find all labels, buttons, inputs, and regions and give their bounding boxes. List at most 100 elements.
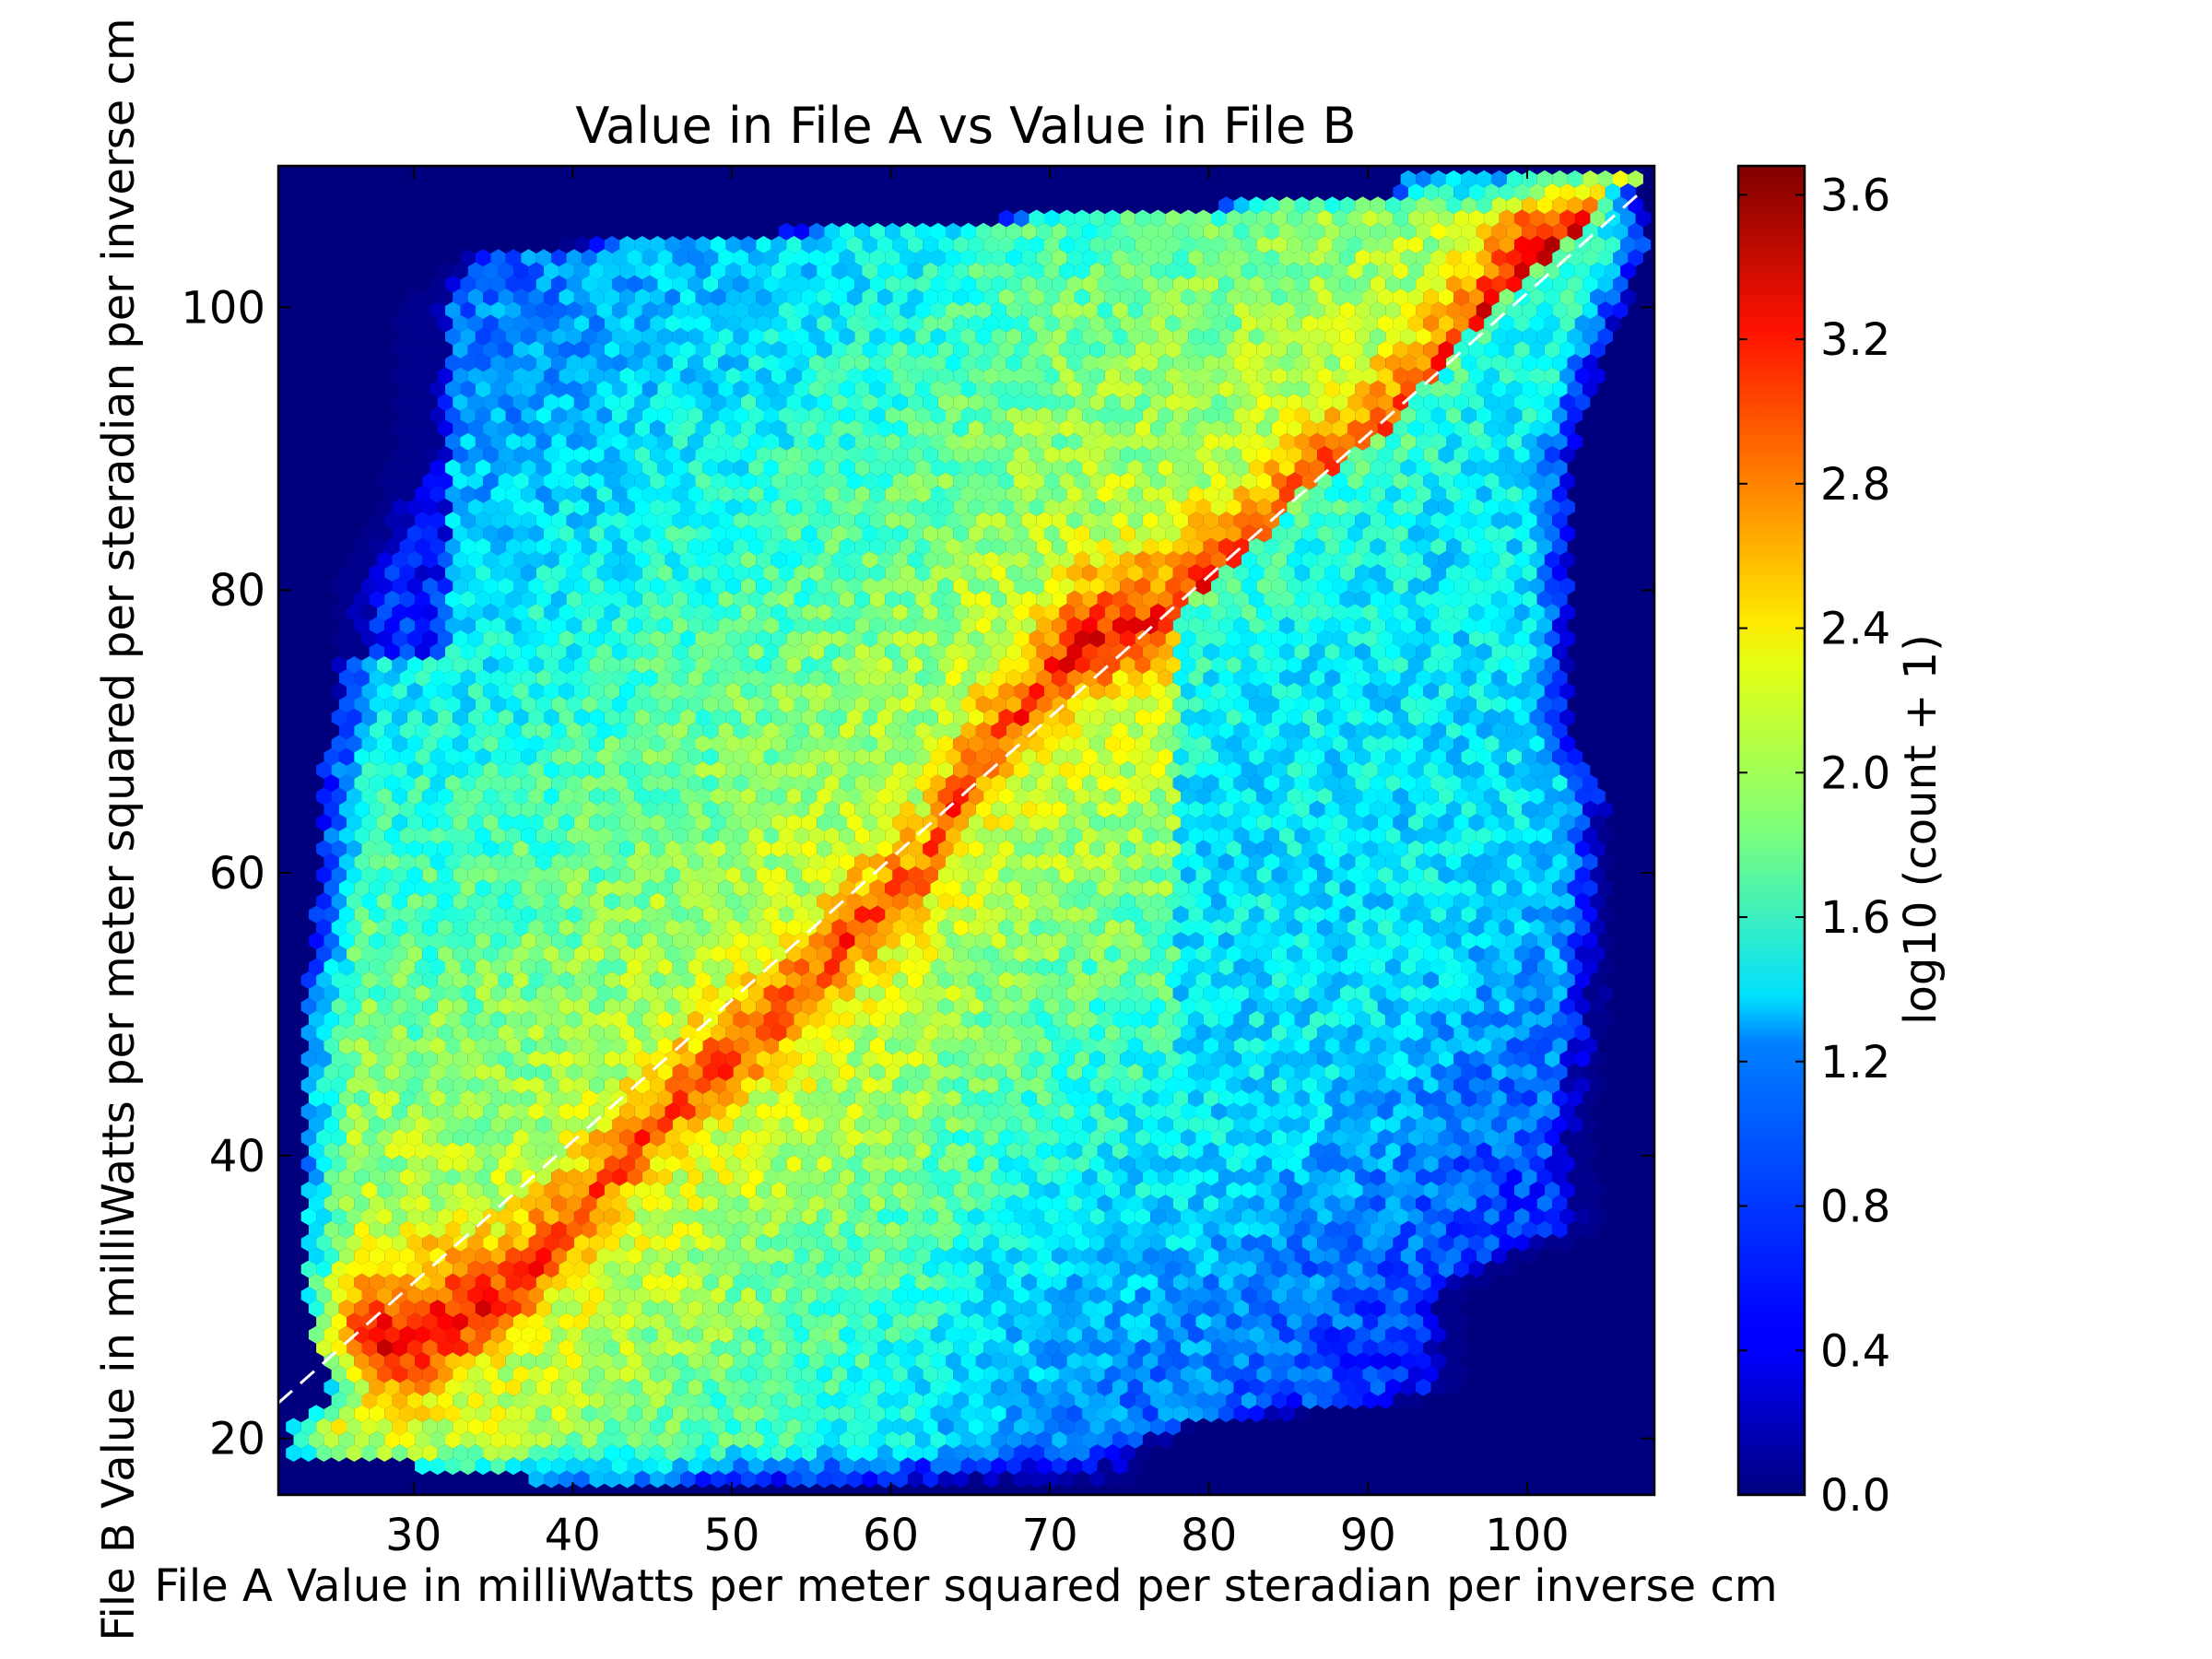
hexbin-cell bbox=[998, 367, 1014, 385]
hexbin-cell bbox=[596, 459, 612, 477]
hexbin-cell bbox=[983, 236, 999, 253]
hexbin-cell bbox=[361, 524, 377, 543]
hexbin-cell bbox=[680, 524, 696, 543]
hexbin-cell bbox=[862, 367, 877, 385]
hexbin-cell bbox=[453, 262, 468, 280]
hexbin-cell bbox=[953, 524, 969, 543]
hexbin-cell bbox=[1544, 524, 1560, 543]
hexbin-cell bbox=[771, 551, 787, 569]
hexbin-cell bbox=[627, 512, 642, 530]
hexbin-cell bbox=[1446, 537, 1462, 556]
hexbin-cell bbox=[907, 262, 924, 280]
hexbin-cell bbox=[1620, 262, 1636, 280]
hexbin-cell bbox=[695, 472, 711, 490]
hexbin-cell bbox=[847, 499, 863, 516]
hexbin-cell bbox=[1218, 485, 1234, 503]
hexbin-cell bbox=[748, 249, 764, 267]
hexbin-cell bbox=[1052, 354, 1067, 372]
hexbin-cell bbox=[1006, 564, 1022, 582]
hexbin-cell bbox=[1529, 367, 1545, 385]
hexbin-cell bbox=[1256, 394, 1272, 411]
hexbin-cell bbox=[551, 564, 567, 582]
hexbin-cell bbox=[960, 590, 976, 608]
hexbin-cell bbox=[1074, 288, 1090, 306]
hexbin-cell bbox=[885, 617, 900, 635]
hexbin-cell bbox=[415, 380, 430, 398]
hexbin-cell bbox=[1135, 446, 1151, 464]
hexbin-cell bbox=[1066, 485, 1083, 503]
hexbin-cell bbox=[740, 288, 757, 306]
hexbin-cell bbox=[566, 512, 582, 530]
hexbin-cell bbox=[1461, 170, 1477, 188]
hexbin-cell bbox=[702, 590, 719, 608]
hexbin-cell bbox=[1082, 301, 1098, 320]
hexbin-cell bbox=[801, 472, 818, 490]
hexbin-cell bbox=[521, 275, 536, 293]
hexbin-cell bbox=[665, 499, 680, 516]
hexbin-cell bbox=[1172, 459, 1189, 477]
hexbin-cell bbox=[1339, 485, 1356, 503]
hexbin-cell bbox=[566, 327, 582, 346]
hexbin-cell bbox=[1385, 301, 1401, 320]
hexbin-cell bbox=[923, 288, 938, 306]
hexbin-cell bbox=[779, 459, 794, 477]
hexbin-cell bbox=[991, 617, 1006, 635]
hexbin-cell bbox=[1188, 537, 1204, 556]
hexbin-cell bbox=[1294, 537, 1310, 556]
hexbin-cell bbox=[604, 499, 620, 516]
hexbin-cell bbox=[1317, 209, 1333, 228]
hexbin-cell bbox=[1066, 327, 1083, 346]
hexbin-cell bbox=[1066, 249, 1083, 267]
hexbin-cell bbox=[1029, 394, 1044, 411]
hexbin-cell bbox=[695, 419, 711, 438]
hexbin-cell bbox=[544, 551, 559, 569]
hexbin-cell bbox=[437, 446, 453, 464]
hexbin-cell bbox=[573, 262, 590, 280]
hexbin-cell bbox=[1400, 459, 1417, 477]
hexbin-cell bbox=[1104, 236, 1121, 253]
hexbin-cell bbox=[1446, 275, 1462, 293]
hexbin-cell bbox=[1461, 406, 1477, 425]
hexbin-cell bbox=[1385, 249, 1401, 267]
hexbin-cell bbox=[392, 367, 407, 385]
hexbin-cell bbox=[1256, 446, 1272, 464]
hexbin-cell bbox=[1430, 512, 1446, 530]
hexbin-cell bbox=[808, 459, 825, 477]
hexbin-cell bbox=[1499, 394, 1514, 411]
hexbin-cell bbox=[831, 419, 847, 438]
hexbin-cell bbox=[1074, 341, 1090, 359]
hexbin-cell bbox=[1446, 617, 1462, 635]
hexbin-cell bbox=[392, 394, 407, 411]
hexbin-cell bbox=[641, 432, 658, 451]
hexbin-cell bbox=[702, 406, 719, 425]
hexbin-cell bbox=[1211, 314, 1227, 333]
hexbin-cell bbox=[946, 406, 961, 425]
hexbin-cell bbox=[1097, 590, 1112, 608]
hexbin-cell bbox=[573, 446, 590, 464]
hexbin-cell bbox=[1089, 394, 1105, 411]
hexbin-cell bbox=[1249, 459, 1265, 477]
hexbin-cell bbox=[582, 485, 597, 503]
hexbin-cell bbox=[1233, 327, 1250, 346]
hexbin-cell bbox=[582, 617, 597, 635]
hexbin-cell bbox=[1446, 512, 1462, 530]
hexbin-cell bbox=[794, 432, 809, 451]
hexbin-cell bbox=[672, 537, 688, 556]
hexbin-cell bbox=[1355, 222, 1371, 241]
hexbin-cell bbox=[544, 367, 559, 385]
hexbin-cell bbox=[1287, 524, 1302, 543]
hexbin-cell bbox=[437, 472, 453, 490]
hexbin-cell bbox=[475, 249, 491, 267]
hexbin-cell bbox=[817, 577, 832, 595]
hexbin-cell bbox=[1052, 432, 1067, 451]
hexbin-cell bbox=[748, 590, 764, 608]
hexbin-cell bbox=[467, 499, 484, 516]
hexbin-cell bbox=[1552, 406, 1568, 425]
hexbin-cell bbox=[937, 499, 954, 516]
hexbin-cell bbox=[559, 446, 574, 464]
hexbin-cell bbox=[1172, 485, 1189, 503]
hexbin-cell bbox=[1393, 419, 1408, 438]
hexbin-cell bbox=[1407, 341, 1424, 359]
hexbin-cell bbox=[1430, 170, 1446, 188]
hexbin-cell bbox=[937, 524, 954, 543]
